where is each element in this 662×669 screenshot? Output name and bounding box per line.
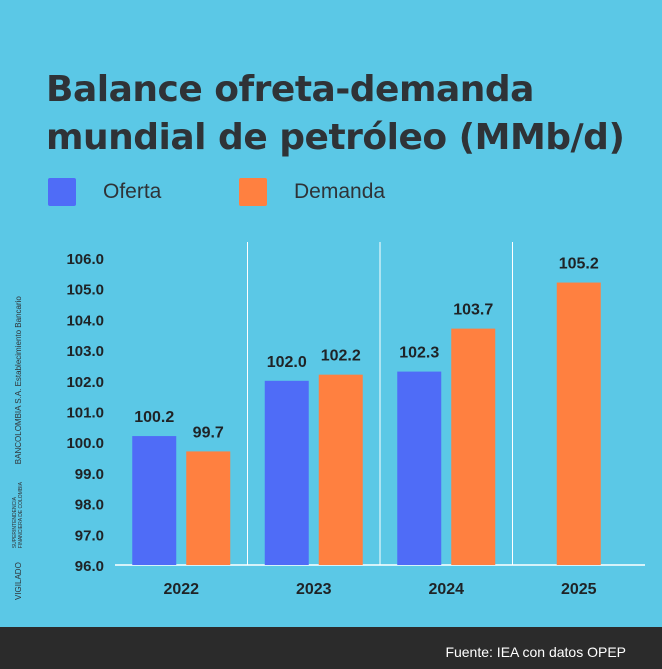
y-tick-label: 98.0 bbox=[75, 497, 104, 514]
data-label: 102.0 bbox=[267, 354, 307, 371]
bar-demanda-2023 bbox=[318, 374, 363, 565]
data-label: 103.7 bbox=[453, 302, 493, 319]
data-label: 100.2 bbox=[134, 409, 174, 426]
legend-item-demanda: Demanda bbox=[239, 178, 385, 206]
data-label: 102.2 bbox=[321, 348, 361, 365]
legend-swatch-oferta bbox=[48, 178, 76, 206]
x-tick-label: 2022 bbox=[163, 581, 199, 598]
y-tick-label: 100.0 bbox=[66, 435, 104, 452]
chart-title: Balance ofreta-demanda mundial de petról… bbox=[46, 69, 625, 158]
bar-oferta-2022 bbox=[132, 436, 177, 565]
data-label: 102.3 bbox=[399, 345, 439, 362]
legend-swatch-demanda bbox=[239, 178, 267, 206]
data-label: 99.7 bbox=[193, 424, 224, 441]
chart-card: Balance ofreta-demanda mundial de petról… bbox=[12, 69, 645, 600]
y-tick-label: 101.0 bbox=[66, 405, 104, 422]
y-tick-label: 97.0 bbox=[75, 527, 104, 544]
footer-bar: Fuente: IEA con datos OPEP bbox=[0, 627, 662, 669]
source-note: Fuente: IEA con datos OPEP bbox=[445, 644, 626, 660]
bar-demanda-2024 bbox=[451, 328, 496, 565]
bar-oferta-2024 bbox=[397, 371, 442, 565]
bar-demanda-2022 bbox=[186, 451, 231, 565]
x-tick-label: 2025 bbox=[561, 581, 597, 598]
data-label: 105.2 bbox=[559, 256, 599, 273]
y-tick-label: 106.0 bbox=[66, 251, 104, 268]
y-tick-label: 102.0 bbox=[66, 374, 104, 391]
y-tick-label: 96.0 bbox=[75, 558, 104, 575]
superintendencia-label: SUPERINTENDENCIA FINANCIERA DE COLOMBIA bbox=[12, 482, 24, 549]
legend-label-oferta: Oferta bbox=[103, 180, 162, 203]
y-tick-label: 105.0 bbox=[66, 282, 104, 299]
legend-label-demanda: Demanda bbox=[294, 180, 386, 203]
bar-chart: 96.0 97.0 98.0 99.0 100.0 101.0 102.0 103.0 104.… bbox=[66, 242, 645, 598]
bank-label: BANCOLOMBIA S.A. Establecimiento Bancari… bbox=[13, 296, 23, 465]
regulatory-vertical-text: VIGILADO SUPERINTENDENCIA FINANCIERA DE … bbox=[12, 296, 24, 600]
x-tick-label: 2023 bbox=[296, 581, 332, 598]
y-tick-label: 99.0 bbox=[75, 466, 104, 483]
y-tick-label: 104.0 bbox=[66, 312, 104, 329]
bar-demanda-2025 bbox=[556, 282, 601, 565]
legend-item-oferta: Oferta bbox=[48, 178, 161, 206]
vigilado-label: VIGILADO bbox=[13, 562, 23, 600]
x-tick-label: 2024 bbox=[428, 581, 464, 598]
y-tick-label: 103.0 bbox=[66, 343, 104, 360]
bar-oferta-2023 bbox=[264, 380, 309, 565]
